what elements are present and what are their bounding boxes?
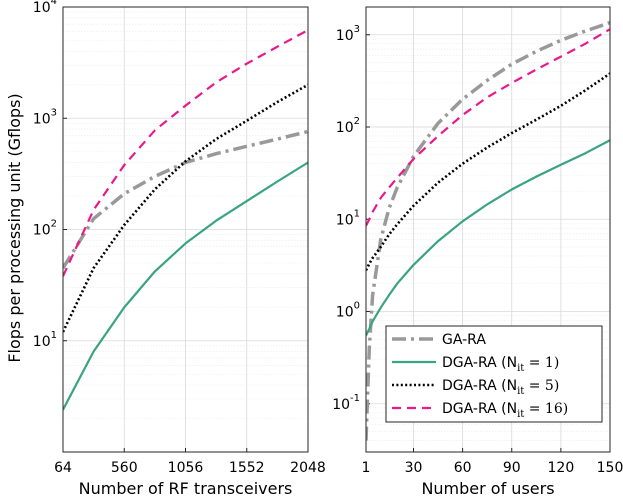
- series-line-nit16: [366, 28, 610, 227]
- legend-label-nit16: DGA-RA (Nit = 16): [442, 401, 568, 420]
- x-tick-label: 560: [111, 460, 138, 476]
- series-line-nit1: [63, 161, 308, 411]
- x-axis-label: Number of RF transceivers: [79, 479, 293, 498]
- y-tick-label: 102: [336, 116, 360, 136]
- plot-frame: [365, 6, 611, 453]
- x-tick-label: 60: [454, 460, 472, 476]
- series-line-nit5: [366, 72, 610, 271]
- left-chart-panel: 101 102 103 104 64 560 1056 1552 2048 Number of R…: [33, 0, 326, 498]
- y-tick-label: 102: [33, 219, 57, 239]
- plot-frame: [62, 6, 309, 453]
- y-axis-label: Flops per processing unit (Gflops): [5, 93, 24, 362]
- x-tick-label: 2048: [290, 460, 326, 476]
- y-tick-label: 101: [336, 208, 360, 228]
- legend-label-ga_ra: GA-RA: [442, 332, 486, 348]
- right-chart-panel: 10-1 100 101 102 103 1 30 60 90 120 150 Number of u…: [332, 6, 623, 498]
- y-tick-label: 103: [33, 107, 57, 127]
- legend-label-nit1: DGA-RA (Nit = 1): [442, 355, 559, 374]
- x-tick-label: 1552: [229, 460, 265, 476]
- series-line-nit5: [63, 83, 308, 333]
- x-tick-label: 1: [362, 460, 371, 476]
- x-tick-label: 120: [548, 460, 575, 476]
- series-line-ga_ra: [366, 21, 610, 441]
- y-tick-label: 104: [33, 0, 57, 16]
- x-tick-label: 64: [54, 460, 72, 476]
- legend: GA-RA DGA-RA (Nit = 1) DGA-RA (Nit = 5) DGA…: [385, 325, 603, 423]
- legend-box: [385, 325, 603, 423]
- y-tick-label: 101: [33, 330, 57, 350]
- series-line-nit16: [63, 29, 308, 277]
- series-line-nit1: [366, 139, 610, 336]
- x-tick-label: 30: [405, 460, 423, 476]
- y-tick-label: 100: [336, 301, 360, 321]
- x-axis-label: Number of users: [421, 479, 554, 498]
- legend-label-nit5: DGA-RA (Nit = 5): [442, 378, 559, 397]
- x-tick-label: 1056: [168, 460, 204, 476]
- x-tick-label: 90: [503, 460, 521, 476]
- y-tick-label: 10-1: [332, 393, 360, 413]
- y-tick-label: 103: [336, 24, 360, 44]
- x-tick-label: 150: [597, 460, 623, 476]
